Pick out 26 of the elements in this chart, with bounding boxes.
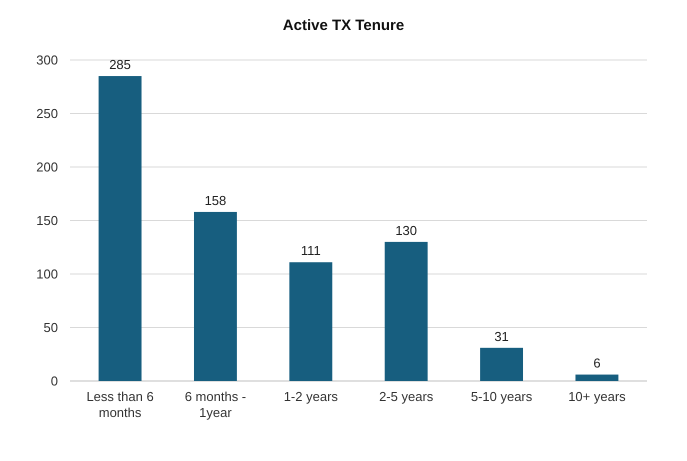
x-tick-label: 10+ years bbox=[568, 389, 626, 404]
data-label: 111 bbox=[300, 243, 321, 258]
bar bbox=[98, 76, 142, 381]
x-tick-label: Less than 6 months bbox=[86, 389, 154, 420]
bar bbox=[194, 212, 237, 381]
data-label: 31 bbox=[494, 328, 509, 344]
y-tick-label: 150 bbox=[36, 213, 58, 228]
y-tick-label: 200 bbox=[36, 160, 58, 175]
y-tick-label: 300 bbox=[36, 52, 58, 68]
bar bbox=[480, 348, 524, 381]
x-tick-label: 6 months - 1year bbox=[184, 389, 246, 420]
bar bbox=[384, 242, 428, 381]
y-tick-label: 0 bbox=[50, 374, 58, 389]
y-tick-label: 250 bbox=[36, 106, 58, 122]
data-label: 6 bbox=[593, 356, 601, 371]
x-tick-label: 2-5 years bbox=[379, 389, 434, 404]
x-tick-label: 5-10 years bbox=[470, 389, 533, 404]
chart-title: Active TX Tenure bbox=[282, 17, 404, 34]
bar bbox=[289, 262, 332, 381]
y-tick-label: 50 bbox=[44, 320, 58, 336]
data-label: 158 bbox=[204, 192, 226, 208]
data-label: 130 bbox=[395, 222, 418, 238]
y-tick-label: 100 bbox=[36, 266, 58, 282]
bar bbox=[575, 374, 618, 381]
x-tick-label: 1-2 years bbox=[284, 389, 338, 404]
data-label: 285 bbox=[109, 57, 131, 72]
